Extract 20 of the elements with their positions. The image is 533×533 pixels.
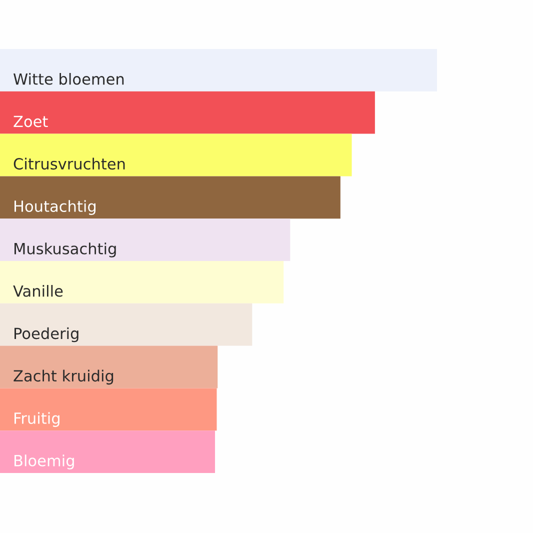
bar	[0, 430, 216, 473]
y-tick-label: Poederig	[14, 327, 78, 342]
y-tick-label: Muskusachtig	[14, 242, 116, 258]
y-tick-label: Zacht kruidig	[14, 370, 114, 385]
bar	[0, 261, 284, 304]
y-tick-label: Fruitig	[14, 412, 60, 427]
bar	[0, 176, 340, 219]
bar	[0, 91, 375, 134]
y-tick-label: Bloemig	[14, 454, 74, 470]
bar	[0, 303, 252, 346]
y-tick-label: Zoet	[14, 116, 48, 128]
y-tick-label: Witte bloemen	[14, 72, 124, 85]
bar	[0, 218, 290, 261]
bar	[0, 388, 217, 431]
bar	[0, 134, 352, 176]
y-tick-label: Vanille	[13, 284, 63, 297]
y-tick-label: Houtachtig	[14, 200, 96, 215]
y-tick-label: Citrusvruchten	[14, 158, 125, 170]
bar	[0, 49, 437, 92]
bar	[0, 346, 218, 388]
